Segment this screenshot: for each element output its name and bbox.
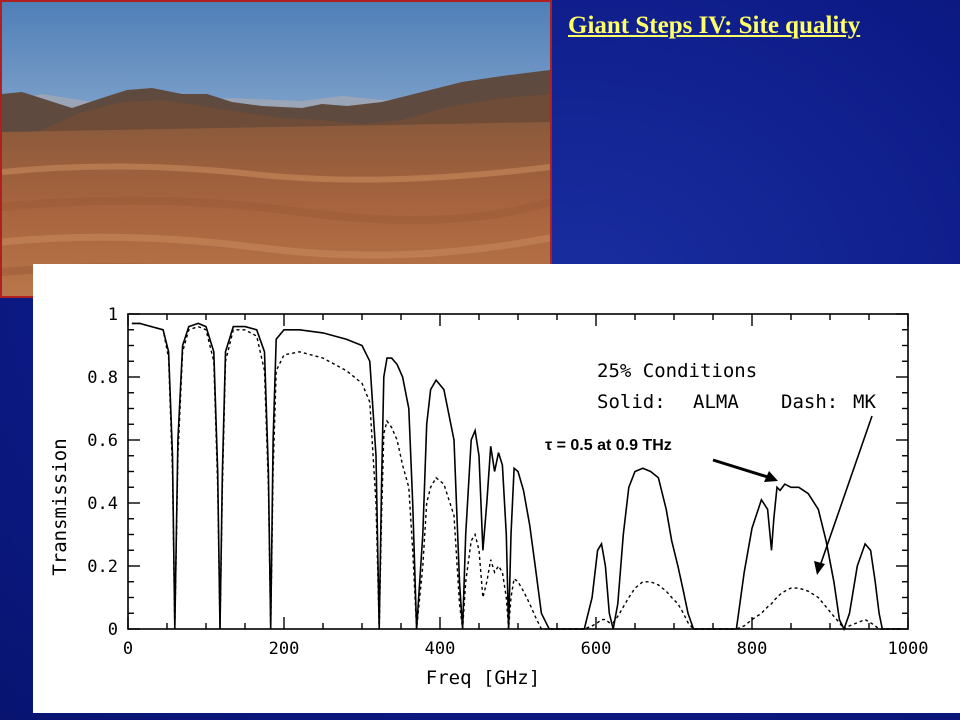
landscape-photo bbox=[0, 0, 552, 298]
series-line-alma bbox=[131, 322, 901, 632]
x-tick-label: 200 bbox=[269, 639, 300, 659]
solid-legend-label: Solid: bbox=[597, 391, 666, 413]
solid-legend-name: ALMA bbox=[693, 391, 739, 413]
x-tick-label: 0 bbox=[123, 639, 133, 659]
y-tick-labels: 0 0.2 0.4 0.6 0.8 1 bbox=[87, 305, 118, 640]
dash-legend-name: MK bbox=[853, 391, 876, 413]
y-tick-label: 0.4 bbox=[87, 494, 118, 514]
y-tick-label: 0.2 bbox=[87, 557, 118, 577]
tau-annotation: τ = 0.5 at 0.9 THz bbox=[545, 437, 672, 454]
y-axis-label: Transmission bbox=[49, 438, 71, 575]
x-tick-labels: 0 200 400 600 800 1000 bbox=[123, 639, 929, 659]
dash-legend-label: Dash: bbox=[781, 391, 838, 413]
x-tick-label: 400 bbox=[425, 639, 456, 659]
tick-marks bbox=[127, 313, 909, 630]
tau-arrow-line bbox=[712, 458, 772, 480]
x-tick-label: 1000 bbox=[888, 639, 929, 659]
y-tick-label: 0.6 bbox=[87, 431, 118, 451]
conditions-annotation: 25% Conditions bbox=[597, 360, 757, 382]
series-group bbox=[131, 322, 901, 632]
tau-arrow-head bbox=[764, 471, 778, 482]
series-line-mk bbox=[131, 322, 901, 630]
mk-arrow-line bbox=[819, 415, 873, 567]
chart-panel: 0 200 400 600 800 1000 0 0.2 0.4 0.6 0.8 1 Freq [G… bbox=[33, 264, 960, 713]
mk-arrow-head bbox=[814, 561, 825, 575]
x-axis-label: Freq [GHz] bbox=[426, 667, 540, 689]
x-tick-label: 600 bbox=[581, 639, 612, 659]
slide-title: Giant Steps IV: Site quality bbox=[568, 12, 861, 39]
y-tick-label: 0.8 bbox=[87, 368, 118, 388]
y-tick-label: 1 bbox=[108, 305, 118, 325]
x-tick-label: 800 bbox=[737, 639, 768, 659]
desert-plateau-landscape-icon bbox=[2, 2, 550, 296]
y-tick-label: 0 bbox=[108, 620, 118, 640]
transmission-chart: 0 200 400 600 800 1000 0 0.2 0.4 0.6 0.8 1 Freq [G… bbox=[49, 305, 929, 689]
